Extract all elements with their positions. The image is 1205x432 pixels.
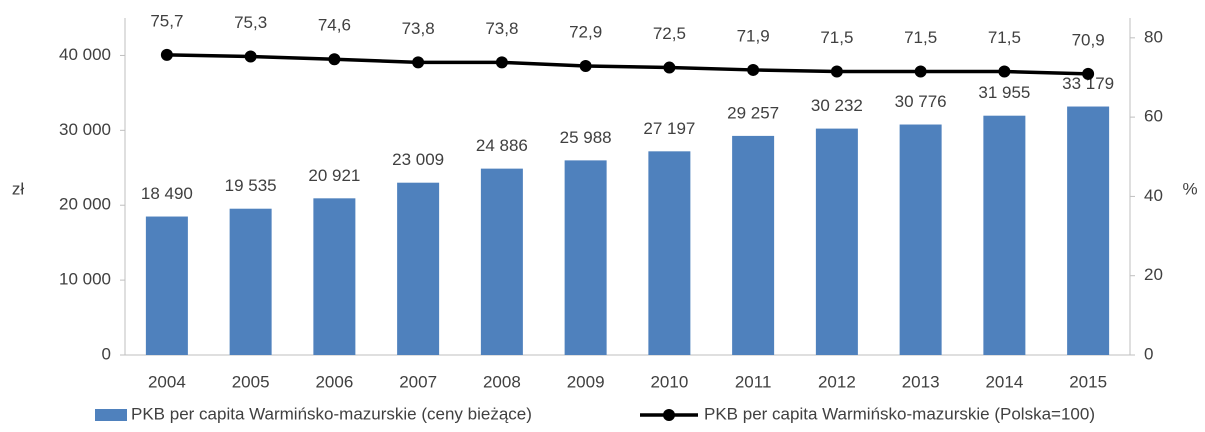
bar-value-label: 19 535: [225, 176, 277, 195]
legend-label: PKB per capita Warmińsko-mazurskie (ceny…: [131, 404, 532, 423]
y2-axis-label: %: [1182, 179, 1197, 198]
bar-value-label: 18 490: [141, 184, 193, 203]
y2-tick-label: 20: [1144, 265, 1163, 284]
x-tick-label: 2005: [232, 372, 270, 391]
bar-value-label: 23 009: [392, 150, 444, 169]
x-tick-label: 2015: [1069, 372, 1107, 391]
x-tick-label: 2014: [985, 372, 1023, 391]
x-tick-label: 2008: [483, 372, 521, 391]
y-axis-label: zł: [12, 179, 25, 198]
bar: [145, 216, 188, 355]
bar-value-label: 20 921: [308, 166, 360, 185]
bar: [899, 124, 942, 355]
y-tick-label: 20 000: [59, 195, 111, 214]
bar-value-label: 30 232: [811, 96, 863, 115]
bar-value-label: 33 179: [1062, 74, 1114, 93]
line-marker: [495, 56, 508, 69]
bar: [313, 198, 356, 355]
line-value-label: 70,9: [1072, 30, 1105, 49]
bar: [480, 168, 523, 355]
y2-tick-label: 40: [1144, 186, 1163, 205]
y-tick-label: 0: [102, 344, 111, 363]
bar-value-label: 25 988: [560, 128, 612, 147]
line-value-label: 71,5: [988, 28, 1021, 47]
x-tick-label: 2009: [567, 372, 605, 391]
line-marker: [663, 61, 676, 74]
x-tick-label: 2012: [818, 372, 856, 391]
bar: [229, 208, 272, 355]
bar-value-label: 31 955: [978, 83, 1030, 102]
line: [166, 53, 1089, 76]
line-value-label: 72,5: [653, 24, 686, 43]
legend-label: PKB per capita Warmińsko-mazurskie (Pols…: [704, 404, 1095, 423]
line-marker: [914, 65, 927, 78]
legend-marker: [663, 409, 675, 421]
x-tick-label: 2007: [399, 372, 437, 391]
line-marker: [1082, 67, 1095, 80]
x-tick-label: 2011: [735, 372, 772, 391]
line-value-label: 71,9: [737, 26, 770, 45]
legend-swatch: [95, 409, 127, 421]
x-tick-label: 2006: [315, 372, 353, 391]
line-marker: [830, 65, 843, 78]
bar: [732, 135, 775, 355]
x-tick-label: 2010: [650, 372, 688, 391]
bar: [648, 151, 691, 355]
bar: [815, 128, 858, 355]
y2-tick-label: 0: [1144, 344, 1153, 363]
x-tick-label: 2013: [902, 372, 940, 391]
y2-tick-label: 60: [1144, 107, 1163, 126]
line-marker: [747, 63, 760, 76]
line-marker: [244, 50, 257, 63]
x-tick-label: 2004: [148, 372, 186, 391]
line-value-label: 71,5: [820, 28, 853, 47]
line-marker: [328, 53, 341, 66]
bar-value-label: 27 197: [643, 119, 695, 138]
bar: [564, 160, 607, 355]
y-tick-label: 10 000: [59, 270, 111, 289]
line-marker: [412, 56, 425, 69]
line-value-label: 73,8: [402, 19, 435, 38]
line-value-label: 72,9: [569, 22, 602, 41]
line-marker: [579, 59, 592, 72]
line-value-label: 75,7: [150, 11, 183, 30]
line-marker: [160, 48, 173, 61]
y2-tick-label: 80: [1144, 27, 1163, 46]
line-value-label: 71,5: [904, 28, 937, 47]
bar: [397, 182, 440, 355]
line-marker: [998, 65, 1011, 78]
y-tick-label: 40 000: [59, 45, 111, 64]
bar-value-label: 30 776: [895, 92, 947, 111]
bar: [983, 115, 1026, 355]
line-value-label: 73,8: [485, 19, 518, 38]
line-value-label: 74,6: [318, 16, 351, 35]
bar-value-label: 29 257: [727, 103, 779, 122]
bar: [1067, 106, 1110, 355]
bar-value-label: 24 886: [476, 136, 528, 155]
y-tick-label: 30 000: [59, 120, 111, 139]
line-value-label: 75,3: [234, 13, 267, 32]
